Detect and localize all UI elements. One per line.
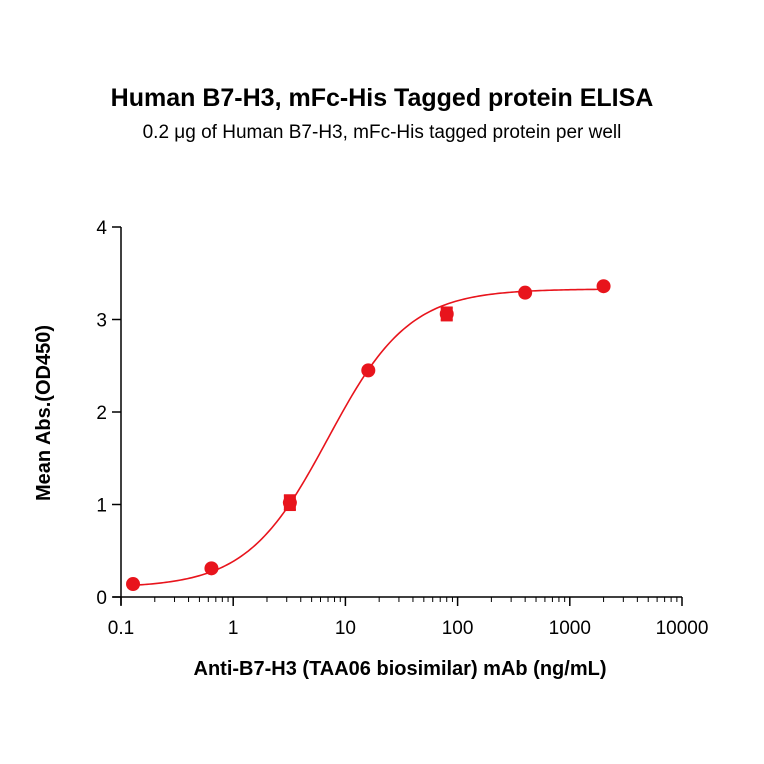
data-point <box>283 496 297 510</box>
x-tick-label: 100 <box>442 618 474 639</box>
data-point <box>126 577 140 591</box>
data-point <box>518 286 532 300</box>
y-tick-label: 1 <box>96 496 107 517</box>
x-tick-label: 0.1 <box>108 618 134 639</box>
data-point <box>597 279 611 293</box>
x-tick-label: 10 <box>335 618 356 639</box>
y-tick-label: 0 <box>96 588 107 609</box>
y-axis-label: Mean Abs.(OD450) <box>33 325 55 501</box>
x-tick-label: 1000 <box>549 618 591 639</box>
y-tick-label: 2 <box>96 403 107 424</box>
axes <box>113 227 682 605</box>
data-point <box>440 307 454 321</box>
data-point <box>361 363 375 377</box>
y-axis-ticks: 0 1 2 3 4 <box>96 218 121 609</box>
x-tick-label: 10000 <box>656 618 709 639</box>
x-axis-label: Anti-B7-H3 (TAA06 biosimilar) mAb (ng/mL… <box>194 658 607 680</box>
fit-curve <box>133 289 604 585</box>
data-point <box>204 561 218 575</box>
y-tick-label: 3 <box>96 311 107 332</box>
data-points <box>126 279 611 591</box>
y-tick-label: 4 <box>96 218 107 239</box>
x-axis-ticks: 0.1 1 10 100 1000 10000 <box>108 597 709 639</box>
x-tick-label: 1 <box>228 618 239 639</box>
